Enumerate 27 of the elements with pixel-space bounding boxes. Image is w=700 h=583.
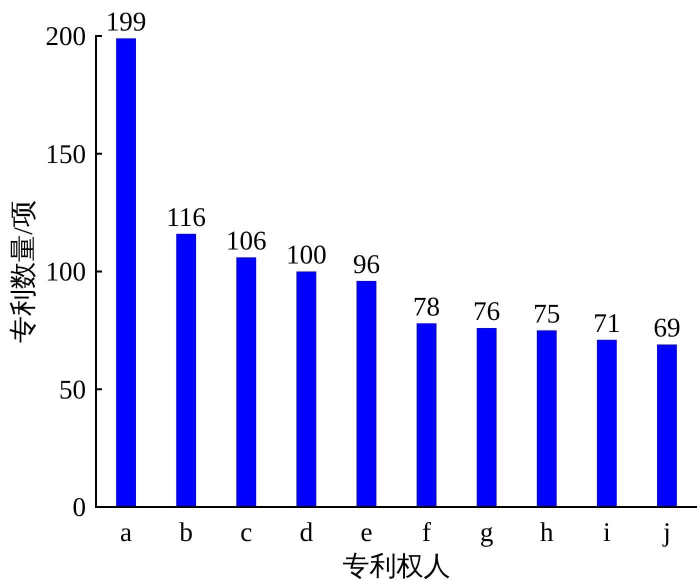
- data-label: 76: [473, 296, 500, 326]
- y-tick-label: 150: [46, 138, 86, 169]
- data-label: 71: [593, 308, 620, 338]
- data-label: 199: [106, 6, 146, 36]
- x-tick-label: g: [480, 517, 494, 547]
- x-tick-label: h: [540, 517, 554, 547]
- x-tick-label: j: [662, 517, 671, 547]
- x-tick-label: f: [422, 517, 432, 547]
- y-axis-title: 专利数量/项: [8, 200, 38, 343]
- x-tick-label: i: [603, 517, 611, 547]
- data-label: 78: [413, 291, 440, 322]
- x-tick-label: c: [240, 517, 252, 547]
- y-tick-label: 100: [46, 256, 86, 286]
- data-label: 69: [653, 312, 680, 343]
- data-label: 116: [166, 202, 206, 232]
- y-tick-label: 0: [72, 492, 86, 522]
- x-axis-title: 专利权人: [342, 551, 450, 581]
- x-tick-label: b: [179, 517, 193, 547]
- x-tick-label: e: [360, 517, 372, 547]
- x-tick-label: d: [300, 517, 314, 547]
- y-tick-label: 200: [46, 21, 86, 51]
- data-label: 96: [352, 248, 380, 279]
- data-label: 106: [226, 225, 266, 256]
- x-tick-label: a: [120, 517, 132, 547]
- data-label: 75: [533, 298, 560, 328]
- data-label: 100: [286, 240, 327, 270]
- y-tick-label: 50: [59, 374, 86, 404]
